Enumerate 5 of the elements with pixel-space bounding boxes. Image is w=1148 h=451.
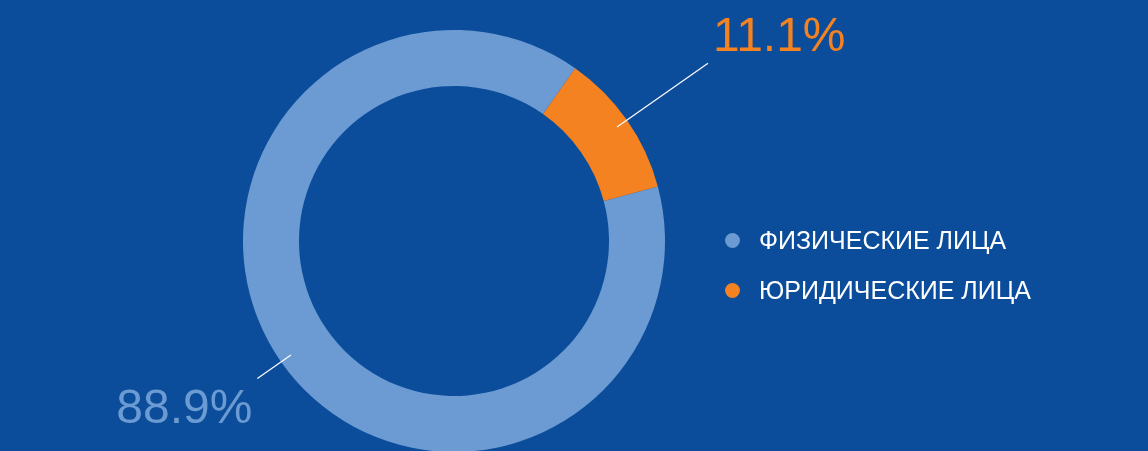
data-label: 88.9% — [116, 379, 253, 433]
donut-slice — [542, 68, 658, 201]
data-label: 11.1% — [713, 8, 846, 62]
legend-label: ЮРИДИЧЕСКИЕ ЛИЦА — [759, 275, 1032, 304]
legend-label: ФИЗИЧЕСКИЕ ЛИЦА — [759, 225, 1007, 254]
